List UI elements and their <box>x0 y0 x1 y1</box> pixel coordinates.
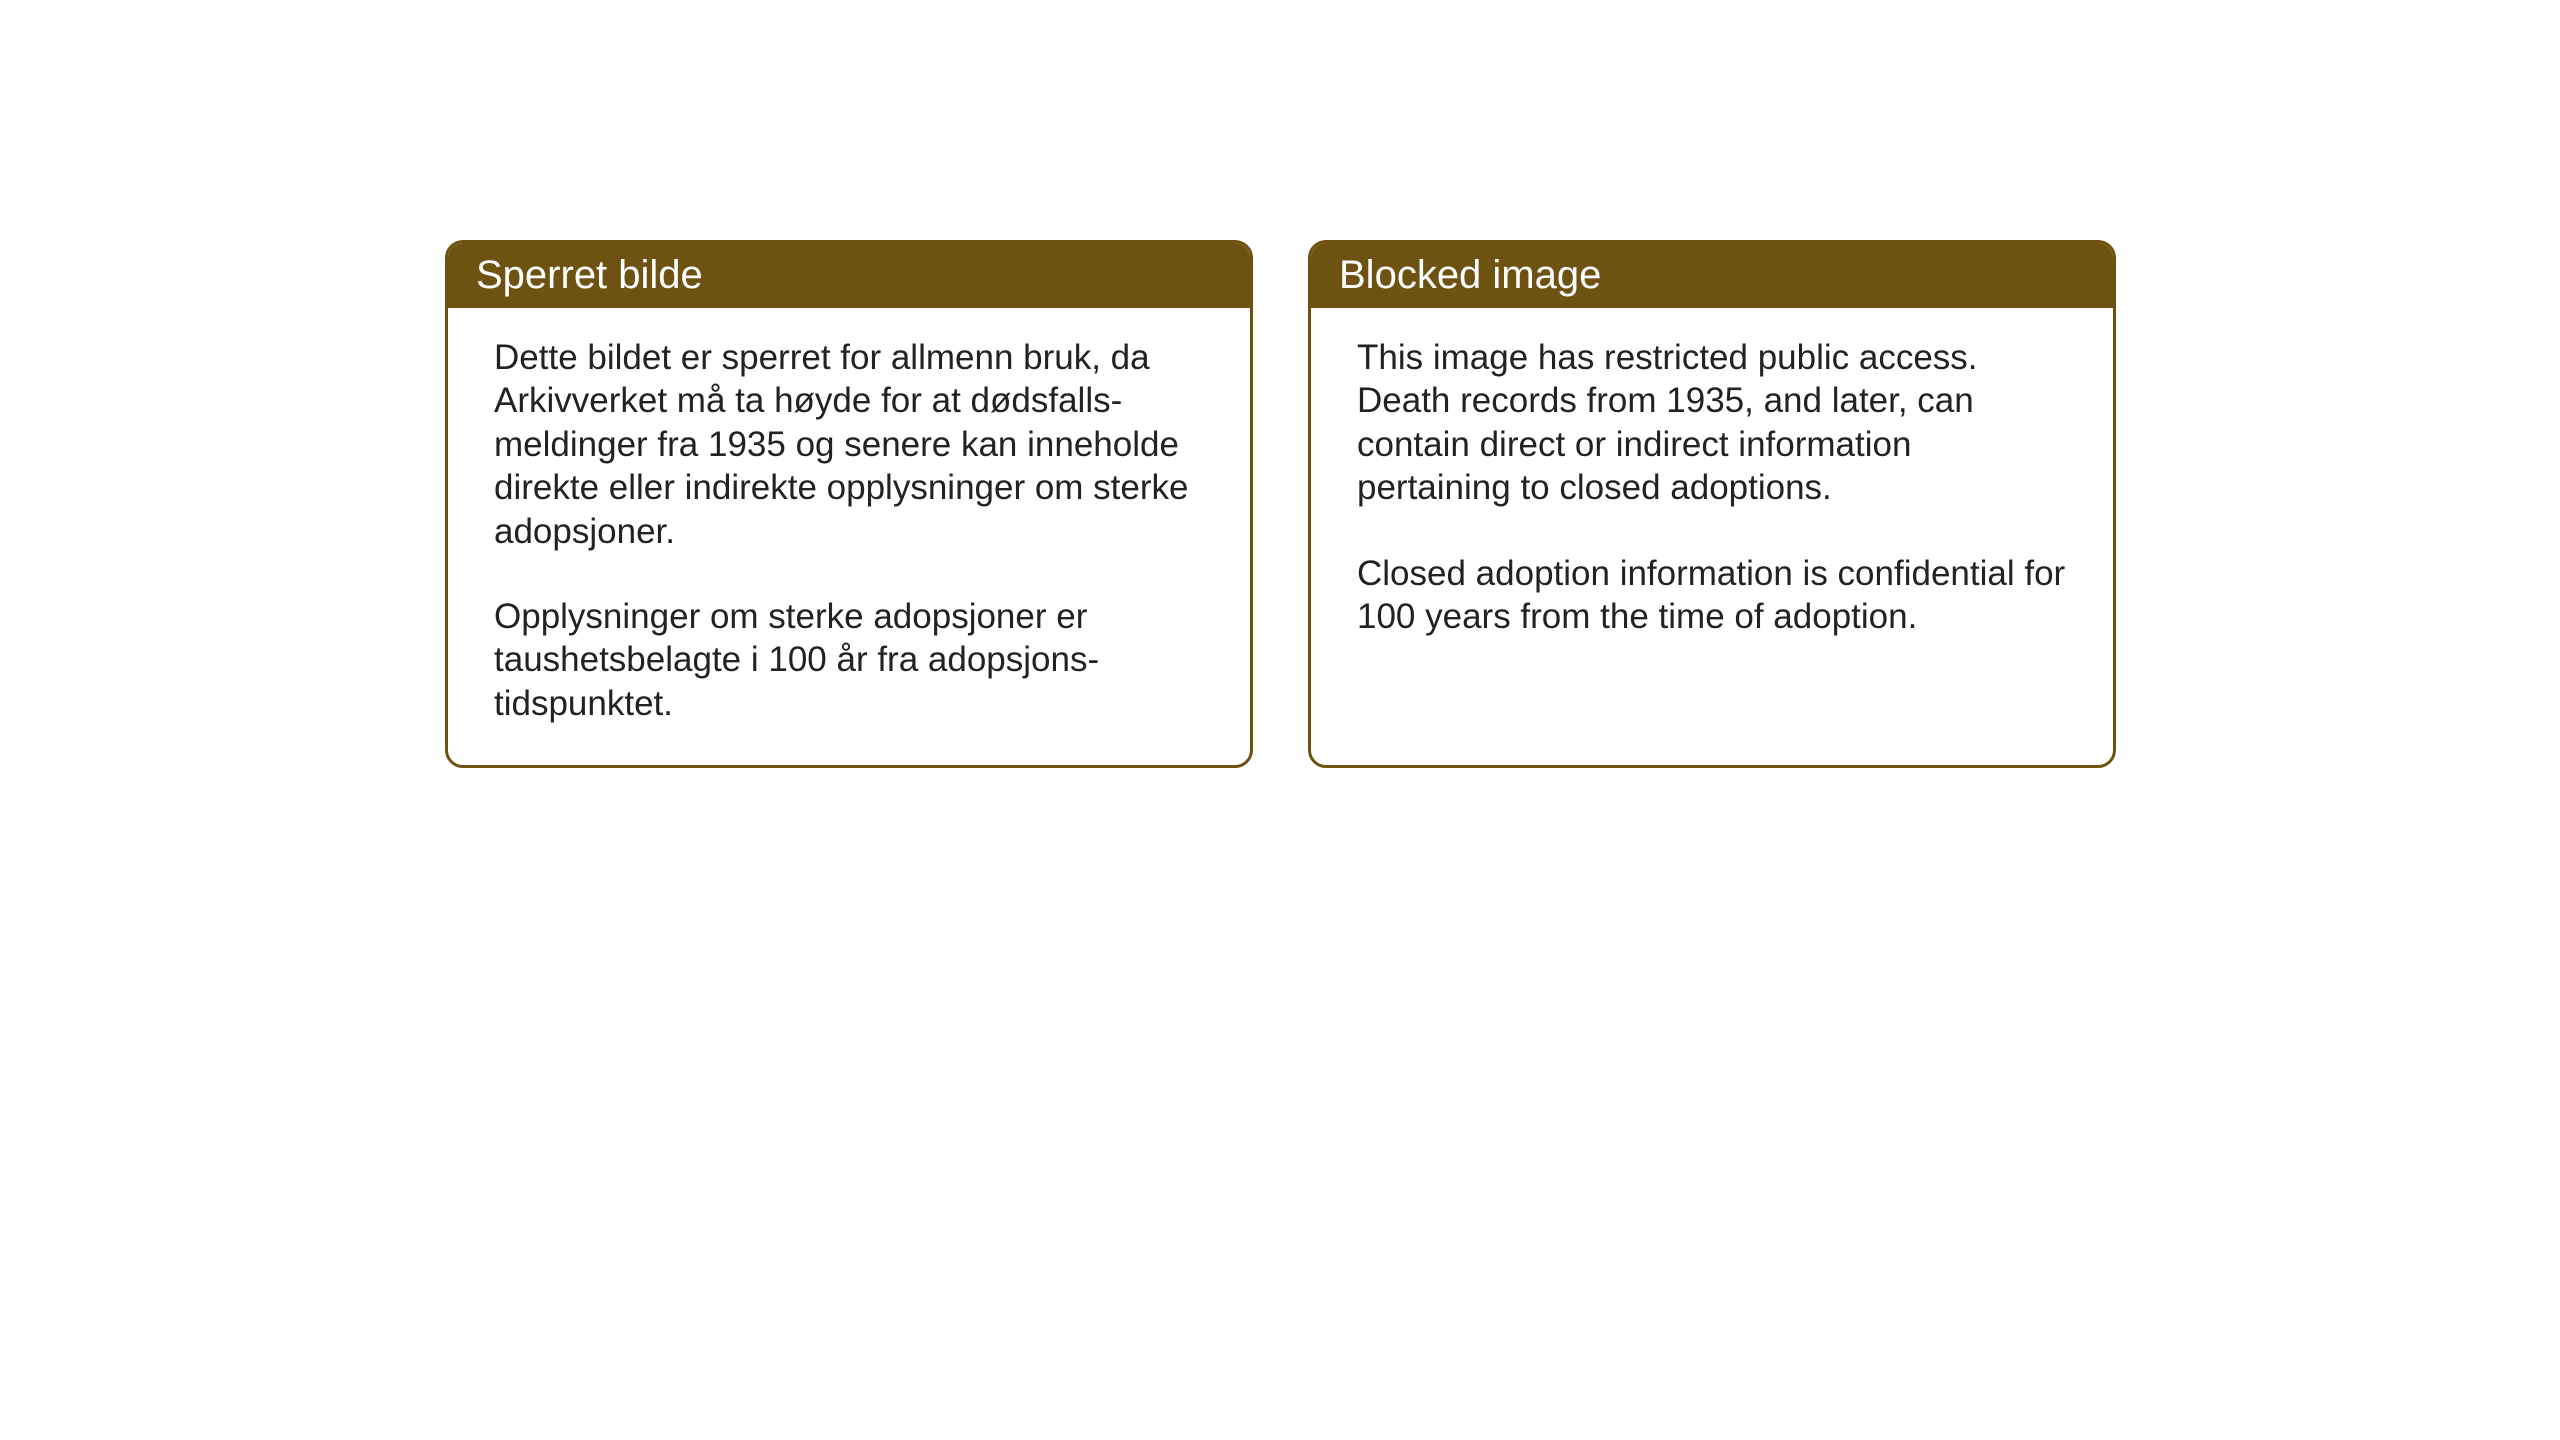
english-paragraph-1: This image has restricted public access.… <box>1357 336 2067 510</box>
norwegian-paragraph-1: Dette bildet er sperret for allmenn bruk… <box>494 336 1204 553</box>
english-card-header: Blocked image <box>1311 243 2113 308</box>
norwegian-card-body: Dette bildet er sperret for allmenn bruk… <box>448 308 1250 765</box>
norwegian-card-title: Sperret bilde <box>476 253 703 297</box>
norwegian-card-header: Sperret bilde <box>448 243 1250 308</box>
norwegian-paragraph-2: Opplysninger om sterke adopsjoner er tau… <box>494 595 1204 725</box>
cards-container: Sperret bilde Dette bildet er sperret fo… <box>445 240 2116 768</box>
norwegian-notice-card: Sperret bilde Dette bildet er sperret fo… <box>445 240 1253 768</box>
english-paragraph-2: Closed adoption information is confident… <box>1357 552 2067 639</box>
english-notice-card: Blocked image This image has restricted … <box>1308 240 2116 768</box>
english-card-body: This image has restricted public access.… <box>1311 308 2113 678</box>
english-card-title: Blocked image <box>1339 253 1601 297</box>
